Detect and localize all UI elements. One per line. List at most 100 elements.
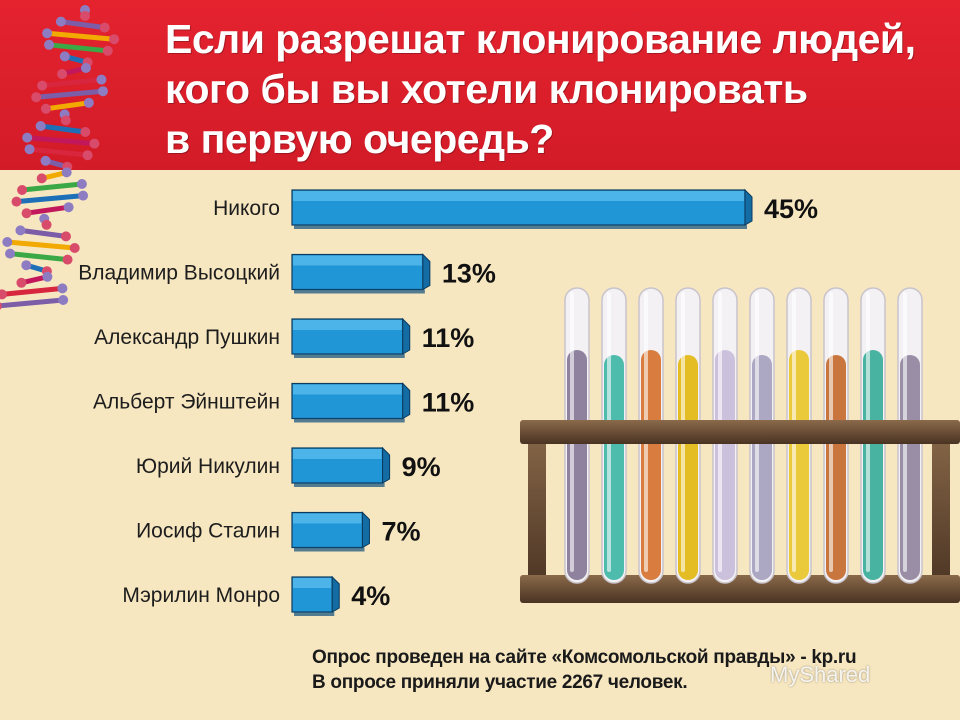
dna-node bbox=[35, 121, 46, 131]
survey-note-line-1: Опрос проведен на сайте «Комсомольской п… bbox=[312, 647, 857, 668]
chart-title: Если разрешат клонирование людей, кого б… bbox=[165, 14, 955, 164]
dna-node bbox=[21, 260, 32, 271]
value-label: 11% bbox=[422, 388, 475, 418]
bar bbox=[291, 382, 411, 423]
dna-helix-illustration bbox=[0, 5, 120, 310]
dna-rung bbox=[14, 193, 86, 205]
bar-bottom bbox=[294, 483, 385, 487]
dna-rung bbox=[4, 239, 78, 251]
dna-rung bbox=[38, 123, 88, 135]
dna-rung bbox=[19, 181, 85, 193]
bar-highlight bbox=[293, 384, 402, 395]
rack-post bbox=[932, 420, 950, 595]
dna-node bbox=[58, 295, 69, 305]
dna-node bbox=[102, 45, 113, 56]
bar-side bbox=[361, 511, 370, 549]
title-line-2: кого бы вы хотели клонировать bbox=[165, 66, 808, 112]
title-line-3: в первую очередь? bbox=[165, 116, 554, 162]
dna-rung bbox=[33, 88, 106, 100]
dna-node bbox=[21, 208, 32, 219]
title-line-1: Если разрешат клонирование людей, bbox=[165, 16, 916, 62]
value-label: 11% bbox=[422, 323, 475, 353]
dna-node bbox=[37, 80, 48, 91]
bar-bottom bbox=[294, 289, 425, 294]
category-label: Александр Пушкин bbox=[94, 326, 280, 349]
survey-note-line-2: В опросе приняли участие 2267 человек. bbox=[312, 672, 688, 693]
bar-side bbox=[331, 575, 340, 613]
title-banner: Если разрешат клонирование людей, кого б… bbox=[0, 0, 960, 170]
dna-node bbox=[41, 219, 52, 230]
value-label: 9% bbox=[402, 452, 441, 482]
bar-side bbox=[382, 446, 391, 484]
dna-rung bbox=[58, 19, 108, 31]
dna-rung bbox=[46, 42, 111, 54]
dna-node bbox=[42, 271, 53, 282]
dna-node bbox=[24, 144, 35, 155]
category-label: Иосиф Сталин bbox=[136, 520, 280, 543]
dna-node bbox=[44, 39, 55, 50]
value-label: 4% bbox=[351, 581, 390, 611]
dna-rung bbox=[27, 146, 91, 158]
bar-highlight bbox=[293, 191, 744, 201]
watermark: MyShared bbox=[770, 662, 871, 687]
dna-rung bbox=[17, 227, 69, 239]
bar bbox=[291, 511, 370, 552]
dna-node bbox=[17, 185, 28, 195]
dna-node bbox=[60, 231, 71, 242]
test-tube-rack-illustration bbox=[520, 287, 960, 603]
dna-node bbox=[2, 237, 13, 247]
dna-node bbox=[62, 254, 73, 265]
dna-node bbox=[99, 22, 110, 33]
dna-node bbox=[16, 277, 27, 288]
dna-node bbox=[63, 202, 74, 213]
bar bbox=[291, 575, 340, 616]
dna-node bbox=[61, 167, 72, 178]
bar-side bbox=[744, 188, 753, 226]
dna-node bbox=[96, 74, 107, 85]
dna-node bbox=[40, 155, 51, 166]
dna-rung bbox=[0, 297, 66, 309]
survey-note: Опрос проведен на сайте «Комсомольской п… bbox=[312, 645, 952, 695]
dna-node bbox=[57, 283, 68, 294]
dna-node bbox=[59, 51, 70, 62]
dna-rung bbox=[39, 77, 104, 89]
dna-node bbox=[22, 132, 33, 143]
bar-highlight bbox=[293, 255, 422, 266]
category-label: Владимир Высоцкий bbox=[78, 262, 280, 285]
dna-node bbox=[69, 243, 80, 253]
bar bbox=[291, 253, 431, 294]
dna-rung bbox=[44, 30, 117, 42]
dna-node bbox=[80, 127, 91, 137]
bar-side bbox=[402, 317, 411, 355]
dna-node bbox=[11, 196, 22, 207]
dna-node bbox=[80, 63, 91, 73]
bar-bottom bbox=[294, 354, 405, 358]
dna-rung bbox=[0, 285, 65, 297]
bar-chart: Никого 45% Владимир Высоцкий 13% Александр П… bbox=[78, 188, 818, 616]
category-label: Юрий Никулин bbox=[136, 455, 280, 478]
dna-node bbox=[82, 150, 93, 161]
rack-post bbox=[528, 420, 546, 595]
bar-bottom bbox=[294, 547, 365, 552]
dna-node bbox=[78, 190, 89, 201]
bar-bottom bbox=[294, 418, 405, 423]
category-label: Никого bbox=[213, 197, 280, 220]
value-label: 7% bbox=[381, 517, 420, 547]
bar bbox=[291, 188, 753, 229]
bar bbox=[291, 317, 411, 358]
dna-node bbox=[0, 289, 8, 300]
dna-node bbox=[36, 173, 47, 184]
bar-bottom bbox=[294, 612, 335, 616]
bar-highlight bbox=[293, 320, 402, 330]
value-label: 13% bbox=[442, 259, 496, 289]
category-label: Альберт Эйнштейн bbox=[93, 391, 280, 414]
dna-node bbox=[0, 302, 2, 310]
dna-node bbox=[109, 34, 120, 45]
dna-node bbox=[80, 11, 90, 21]
dna-node bbox=[98, 86, 109, 97]
bar bbox=[291, 446, 391, 487]
dna-rung bbox=[43, 100, 92, 112]
bar-side bbox=[422, 253, 431, 291]
rack-top-rail bbox=[520, 420, 960, 444]
dna-node bbox=[76, 179, 87, 189]
